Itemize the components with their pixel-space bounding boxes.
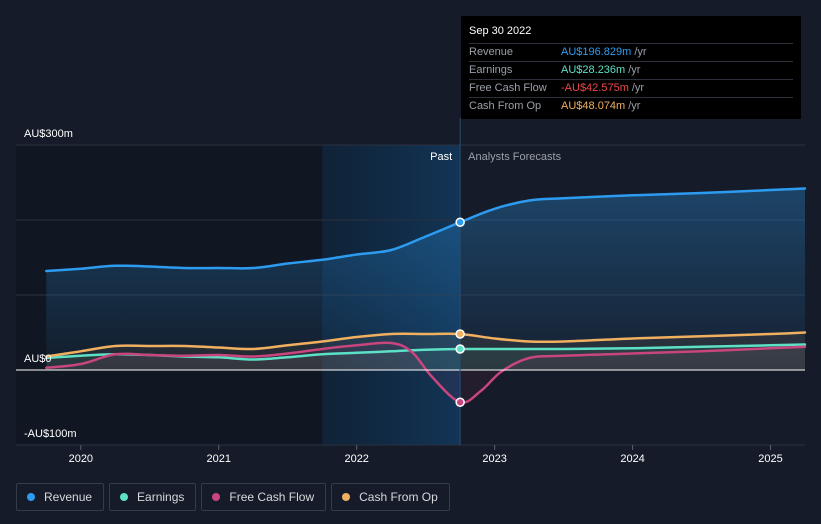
- legend-label: Earnings: [137, 490, 185, 504]
- legend-item-earnings[interactable]: Earnings: [109, 483, 197, 511]
- tooltip-row-cash-from-op: Cash From Op AU$48.074m /yr: [469, 97, 793, 115]
- x-tick-label: 2023: [482, 453, 506, 465]
- forecast-label: Analysts Forecasts: [468, 151, 561, 163]
- tooltip: Sep 30 2022 Revenue AU$196.829m /yr Earn…: [461, 16, 801, 119]
- legend-dot-icon: [27, 493, 35, 501]
- x-tick-label: 2022: [344, 453, 368, 465]
- tooltip-label: Free Cash Flow: [469, 82, 547, 94]
- x-tick-label: 2025: [758, 453, 782, 465]
- line-free-cash-flow: [45, 341, 807, 404]
- tooltip-value: AU$196.829m: [561, 46, 632, 58]
- past-label: Past: [430, 151, 452, 163]
- tooltip-label: Cash From Op: [469, 100, 542, 112]
- area-revenue: [46, 188, 806, 370]
- tooltip-unit: /yr: [628, 64, 641, 76]
- y-tick-label: AU$0: [24, 353, 52, 365]
- line-revenue: [45, 187, 807, 273]
- y-tick-label: AU$300m: [24, 128, 73, 140]
- legend-dot-icon: [342, 493, 351, 501]
- tooltip-date: Sep 30 2022: [469, 25, 532, 37]
- tooltip-value: -AU$42.575m: [561, 82, 629, 94]
- tooltip-row-free-cash-flow: Free Cash Flow -AU$42.575m /yr: [469, 79, 793, 97]
- x-tick-label: 2021: [207, 453, 231, 465]
- legend-dot-icon: [120, 493, 129, 501]
- tooltip-label: Earnings: [469, 64, 513, 76]
- legend: Revenue Earnings Free Cash Flow Cash Fro…: [16, 483, 450, 511]
- legend-item-free-cash-flow[interactable]: Free Cash Flow: [201, 483, 327, 511]
- legend-item-revenue[interactable]: Revenue: [16, 483, 105, 511]
- marker-revenue: [455, 217, 465, 227]
- tooltip-unit: /yr: [628, 100, 641, 112]
- x-tick-label: 2024: [620, 453, 644, 465]
- marker-earnings: [455, 344, 465, 354]
- legend-label: Revenue: [44, 490, 93, 504]
- tooltip-unit: /yr: [634, 46, 647, 58]
- marker-free-cash-flow: [455, 397, 465, 407]
- tooltip-unit: /yr: [631, 82, 645, 94]
- y-tick-label: -AU$100m: [24, 428, 77, 440]
- legend-label: Free Cash Flow: [229, 490, 315, 504]
- line-cash-from-op: [45, 331, 807, 358]
- legend-dot-icon: [212, 493, 221, 501]
- legend-label: Cash From Op: [359, 490, 438, 504]
- tooltip-row-revenue: Revenue AU$196.829m /yr: [469, 43, 793, 61]
- x-tick-label: 2020: [69, 453, 93, 465]
- tooltip-value: AU$28.236m: [561, 64, 626, 76]
- tooltip-label: Revenue: [469, 46, 514, 58]
- area-earnings: [46, 344, 806, 370]
- tooltip-value: AU$48.074m: [561, 100, 626, 112]
- tooltip-row-earnings: Earnings AU$28.236m /yr: [469, 61, 793, 79]
- legend-item-cash-from-op[interactable]: Cash From Op: [331, 483, 450, 511]
- area-cash-from-op: [46, 332, 806, 370]
- marker-cash-from-op: [455, 329, 465, 339]
